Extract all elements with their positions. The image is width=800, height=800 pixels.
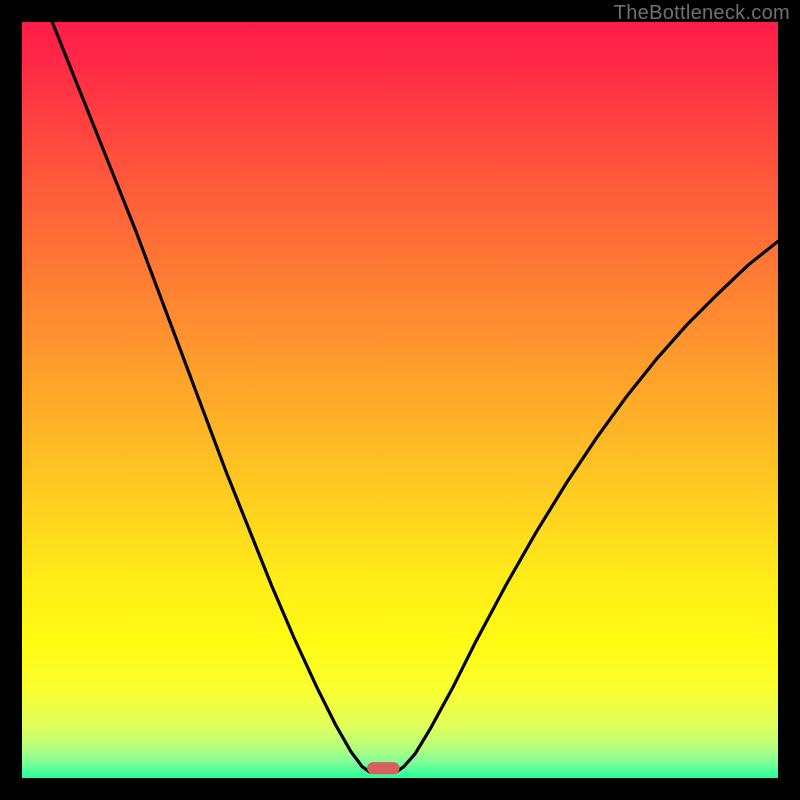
bottleneck-chart [0,0,800,800]
bottleneck-marker [367,762,400,774]
watermark-text: TheBottleneck.com [614,2,790,25]
chart-stage: TheBottleneck.com [0,0,800,800]
plot-background [22,22,778,778]
